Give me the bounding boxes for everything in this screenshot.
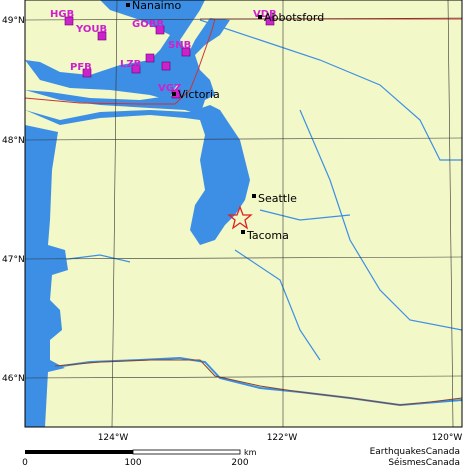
map-frame — [24, 0, 463, 428]
city-marker — [258, 15, 262, 19]
border — [54, 359, 462, 406]
station-marker[interactable] — [82, 68, 92, 78]
land — [25, 0, 462, 427]
city-label: Nanaimo — [132, 0, 181, 12]
station-marker[interactable] — [64, 16, 74, 26]
grid-line — [25, 256, 462, 260]
city-marker — [126, 3, 130, 7]
latitude-label: 48°N — [2, 136, 25, 146]
city-marker — [241, 230, 245, 234]
station-marker[interactable] — [181, 47, 191, 57]
station-label: YOUB — [75, 24, 107, 35]
station-label: PFB — [70, 62, 92, 73]
credit: SéismesCanada — [388, 457, 460, 467]
scale-label: 100 — [124, 458, 141, 467]
city-label: Abbotsford — [264, 11, 324, 24]
city-label: Tacoma — [246, 229, 289, 242]
station-marker[interactable] — [131, 64, 141, 74]
grid-line — [25, 137, 462, 141]
ocean — [25, 0, 205, 100]
station-marker[interactable] — [97, 31, 107, 41]
station-marker[interactable] — [155, 25, 165, 35]
grid-line — [25, 375, 462, 379]
graticule — [25, 0, 462, 427]
credit: EarthquakesCanada — [370, 447, 460, 457]
grid-line — [447, 0, 454, 427]
city-label: Victoria — [178, 88, 220, 101]
scale-label: 200 — [231, 458, 248, 467]
epicenter-star[interactable] — [227, 205, 253, 230]
cities — [126, 3, 262, 234]
city-label: Seattle — [258, 192, 297, 205]
latitude-label: 46°N — [2, 374, 25, 384]
scale-segment — [25, 450, 133, 454]
latitude-label: 49°N — [2, 16, 25, 26]
ocean — [25, 125, 68, 427]
station-marker[interactable] — [145, 53, 155, 63]
grid-line — [111, 0, 118, 427]
station-label: HGB — [50, 9, 74, 20]
city-marker — [172, 92, 176, 96]
scale-unit: km — [244, 448, 257, 457]
scale-segment — [132, 449, 241, 455]
station-marker[interactable] — [161, 61, 171, 71]
longitude-label: 120°W — [432, 433, 463, 443]
latitude-label: 47°N — [2, 255, 25, 265]
longitude-label: 124°W — [98, 433, 129, 443]
longitude-label: 122°W — [267, 433, 298, 443]
ocean — [25, 105, 250, 245]
map-area: HGB YOUB GOBB VDB SNB PFB LZB VGZ Nanaim… — [25, 0, 462, 427]
station-marker[interactable] — [265, 16, 275, 26]
river — [59, 19, 462, 361]
grid-line — [25, 17, 462, 21]
station-label: SNB — [168, 40, 191, 51]
station-label: VGZ — [158, 83, 181, 94]
station-label: GOBB — [132, 19, 164, 30]
station-label: VDB — [253, 9, 277, 20]
station-label: LZB — [120, 59, 141, 70]
city-marker — [252, 194, 256, 198]
scale-bar: 0 100 200 km — [22, 448, 257, 467]
scale-label: 0 — [22, 458, 28, 467]
